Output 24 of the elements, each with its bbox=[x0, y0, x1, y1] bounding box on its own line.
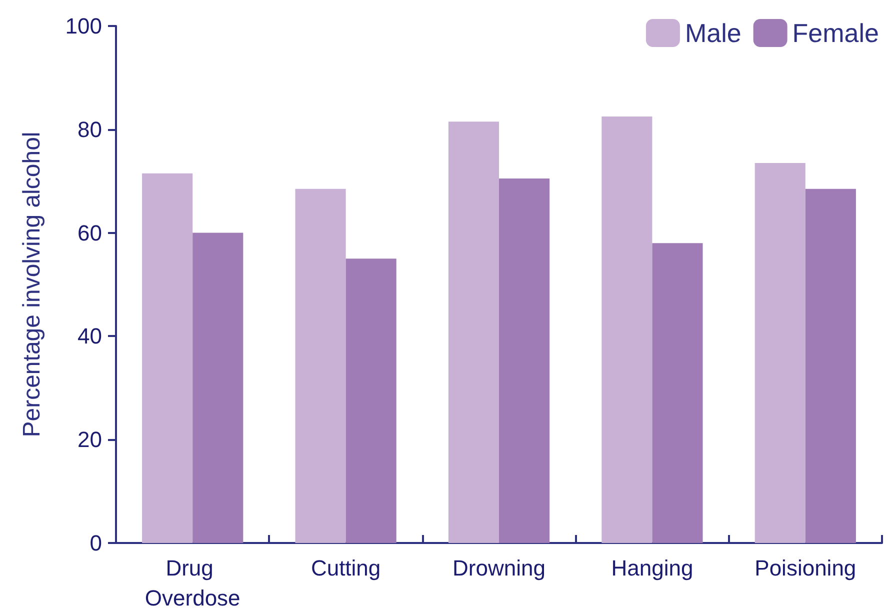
bar bbox=[142, 173, 193, 543]
bar bbox=[805, 188, 856, 543]
bar bbox=[192, 232, 244, 543]
bar bbox=[448, 122, 499, 543]
bar bbox=[652, 243, 703, 543]
x-tick-label: Poisioning bbox=[754, 556, 856, 580]
legend-label: Female bbox=[792, 18, 880, 48]
y-tick-label: 20 bbox=[78, 427, 102, 452]
x-tick-label: Drowning bbox=[452, 556, 546, 580]
y-tick-label: 60 bbox=[78, 220, 102, 246]
bar bbox=[602, 116, 652, 543]
legend-label: Male bbox=[684, 18, 742, 48]
bar bbox=[499, 178, 550, 543]
y-tick-label: 100 bbox=[65, 14, 102, 38]
x-tick-label: Drug Overdose bbox=[144, 556, 240, 610]
y-axis-title: Percentage involving alcohol bbox=[18, 132, 46, 438]
y-tick-label: 40 bbox=[78, 324, 102, 349]
x-tick-label: Cutting bbox=[310, 556, 381, 580]
y-tick-label: 0 bbox=[90, 530, 102, 556]
bar bbox=[754, 163, 806, 543]
y-tick-label: 80 bbox=[78, 116, 102, 142]
bar bbox=[346, 258, 396, 543]
bar bbox=[295, 188, 346, 543]
x-tick-label: Hanging bbox=[611, 556, 694, 580]
